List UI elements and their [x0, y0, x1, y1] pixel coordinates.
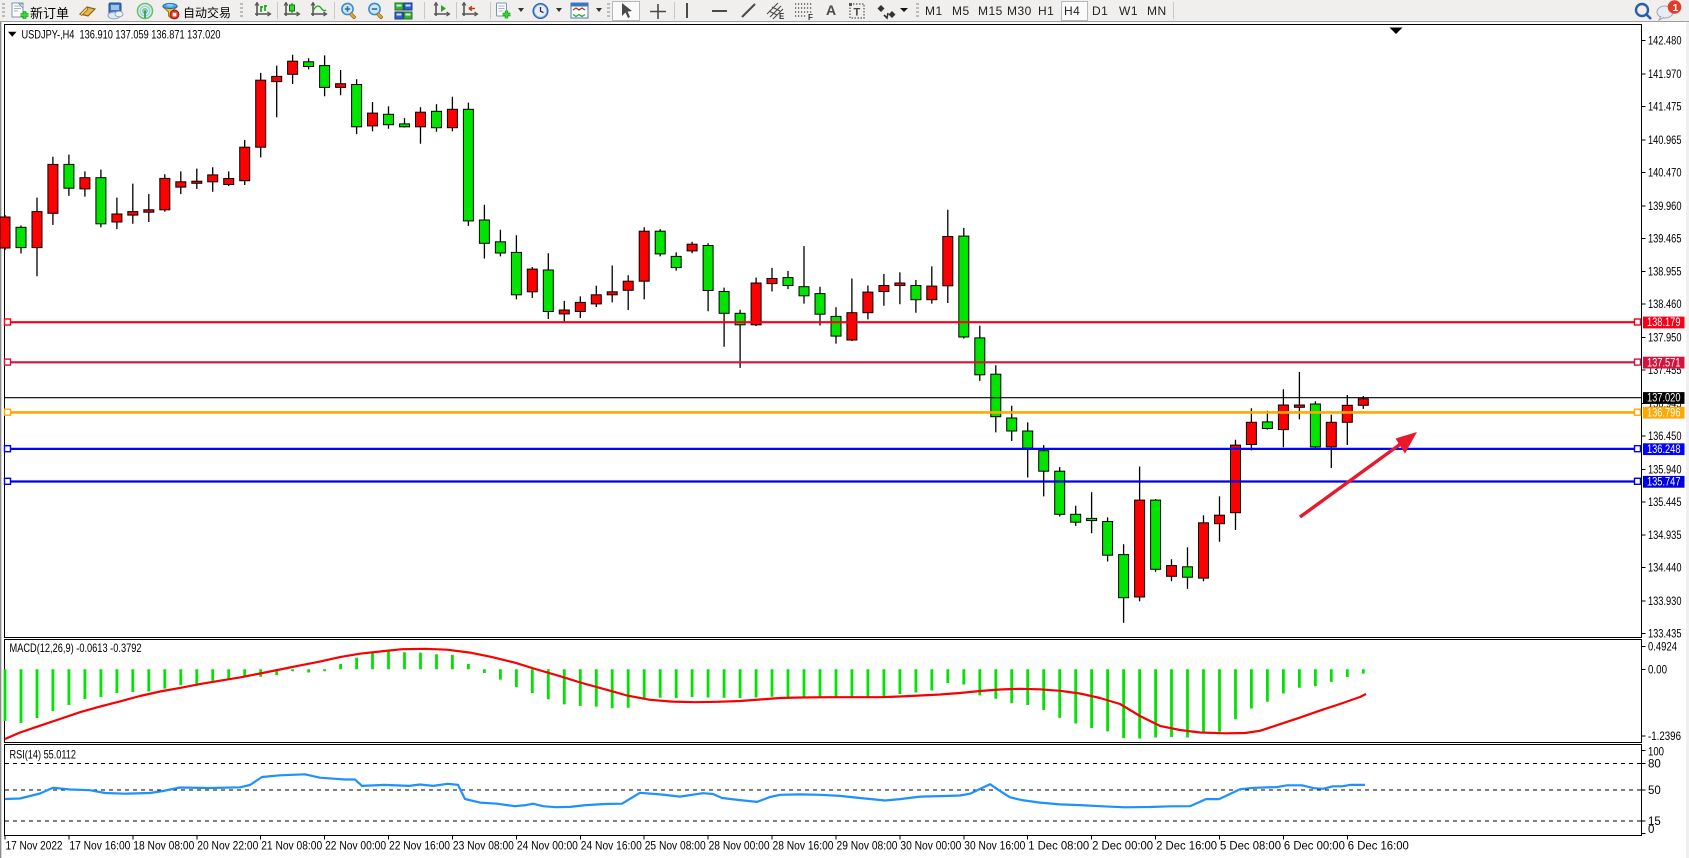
svg-text:136.248: 136.248 — [1647, 444, 1681, 456]
svg-text:135.940: 135.940 — [1648, 464, 1682, 476]
svg-text:F: F — [808, 13, 813, 21]
svg-text:22 Nov 16:00: 22 Nov 16:00 — [389, 841, 450, 853]
svg-text:134.440: 134.440 — [1648, 563, 1682, 575]
svg-text:17 Nov 2022: 17 Nov 2022 — [6, 841, 63, 853]
svg-text:0: 0 — [1648, 824, 1654, 836]
svg-text:0.00: 0.00 — [1648, 664, 1667, 676]
svg-text:6 Dec 00:00: 6 Dec 00:00 — [1284, 841, 1345, 853]
svg-text:142.480: 142.480 — [1648, 36, 1682, 48]
svg-text:141.475: 141.475 — [1648, 102, 1682, 114]
svg-text:134.935: 134.935 — [1648, 530, 1682, 542]
svg-text:6 Dec 16:00: 6 Dec 16:00 — [1348, 841, 1409, 853]
svg-text:2 Dec 00:00: 2 Dec 00:00 — [1092, 841, 1153, 853]
svg-text:100: 100 — [1648, 747, 1664, 759]
svg-text:133.435: 133.435 — [1648, 629, 1682, 641]
svg-text:137.020: 137.020 — [1647, 393, 1681, 405]
svg-text:135.747: 135.747 — [1647, 477, 1681, 489]
svg-text:17 Nov 16:00: 17 Nov 16:00 — [69, 841, 130, 853]
svg-text:20 Nov 22:00: 20 Nov 22:00 — [197, 841, 258, 853]
svg-text:139.465: 139.465 — [1648, 233, 1682, 245]
svg-text:1 Dec 08:00: 1 Dec 08:00 — [1028, 841, 1089, 853]
svg-text:137.571: 137.571 — [1647, 357, 1681, 369]
svg-text:18 Nov 08:00: 18 Nov 08:00 — [133, 841, 194, 853]
svg-text:23 Nov 08:00: 23 Nov 08:00 — [453, 841, 514, 853]
svg-text:-1.2396: -1.2396 — [1648, 731, 1681, 743]
svg-text:50: 50 — [1648, 785, 1661, 797]
svg-text:138.179: 138.179 — [1647, 317, 1681, 329]
svg-text:136.796: 136.796 — [1647, 407, 1681, 419]
svg-text:30 Nov 00:00: 30 Nov 00:00 — [900, 841, 961, 853]
svg-text:28 Nov 16:00: 28 Nov 16:00 — [773, 841, 834, 853]
svg-text:T: T — [854, 7, 861, 19]
svg-text:RSI(14) 55.0112: RSI(14) 55.0112 — [10, 747, 77, 761]
svg-text:15: 15 — [1648, 816, 1661, 828]
svg-text:137.950: 137.950 — [1648, 333, 1682, 345]
svg-text:139.960: 139.960 — [1648, 201, 1682, 213]
svg-text:135.445: 135.445 — [1648, 497, 1682, 509]
svg-text:E: E — [779, 12, 785, 21]
svg-text:21 Nov 08:00: 21 Nov 08:00 — [261, 841, 322, 853]
svg-text:133.930: 133.930 — [1648, 596, 1682, 608]
svg-text:30 Nov 16:00: 30 Nov 16:00 — [964, 841, 1025, 853]
svg-text:136.450: 136.450 — [1648, 431, 1682, 443]
svg-text:MACD(12,26,9) -0.0613 -0.3792: MACD(12,26,9) -0.0613 -0.3792 — [10, 641, 142, 655]
svg-text:29 Nov 08:00: 29 Nov 08:00 — [837, 841, 898, 853]
svg-text:25 Nov 08:00: 25 Nov 08:00 — [645, 841, 706, 853]
svg-text:2 Dec 16:00: 2 Dec 16:00 — [1156, 841, 1217, 853]
svg-text:24 Nov 00:00: 24 Nov 00:00 — [517, 841, 578, 853]
svg-text:24 Nov 16:00: 24 Nov 16:00 — [581, 841, 642, 853]
svg-text:138.460: 138.460 — [1648, 299, 1682, 311]
svg-text:1: 1 — [1673, 2, 1679, 14]
svg-text:0.4924: 0.4924 — [1648, 642, 1677, 654]
svg-text:141.970: 141.970 — [1648, 69, 1682, 81]
svg-text:USDJPY-,H4 136.910 137.059 13: USDJPY-,H4 136.910 137.059 136.871 137.0… — [22, 27, 221, 41]
svg-text:140.965: 140.965 — [1648, 135, 1682, 147]
svg-text:80: 80 — [1648, 759, 1661, 771]
svg-text:28 Nov 00:00: 28 Nov 00:00 — [709, 841, 770, 853]
svg-text:138.955: 138.955 — [1648, 267, 1682, 279]
svg-text:5 Dec 08:00: 5 Dec 08:00 — [1220, 841, 1281, 853]
svg-text:140.470: 140.470 — [1648, 167, 1682, 179]
svg-text:22 Nov 00:00: 22 Nov 00:00 — [325, 841, 386, 853]
